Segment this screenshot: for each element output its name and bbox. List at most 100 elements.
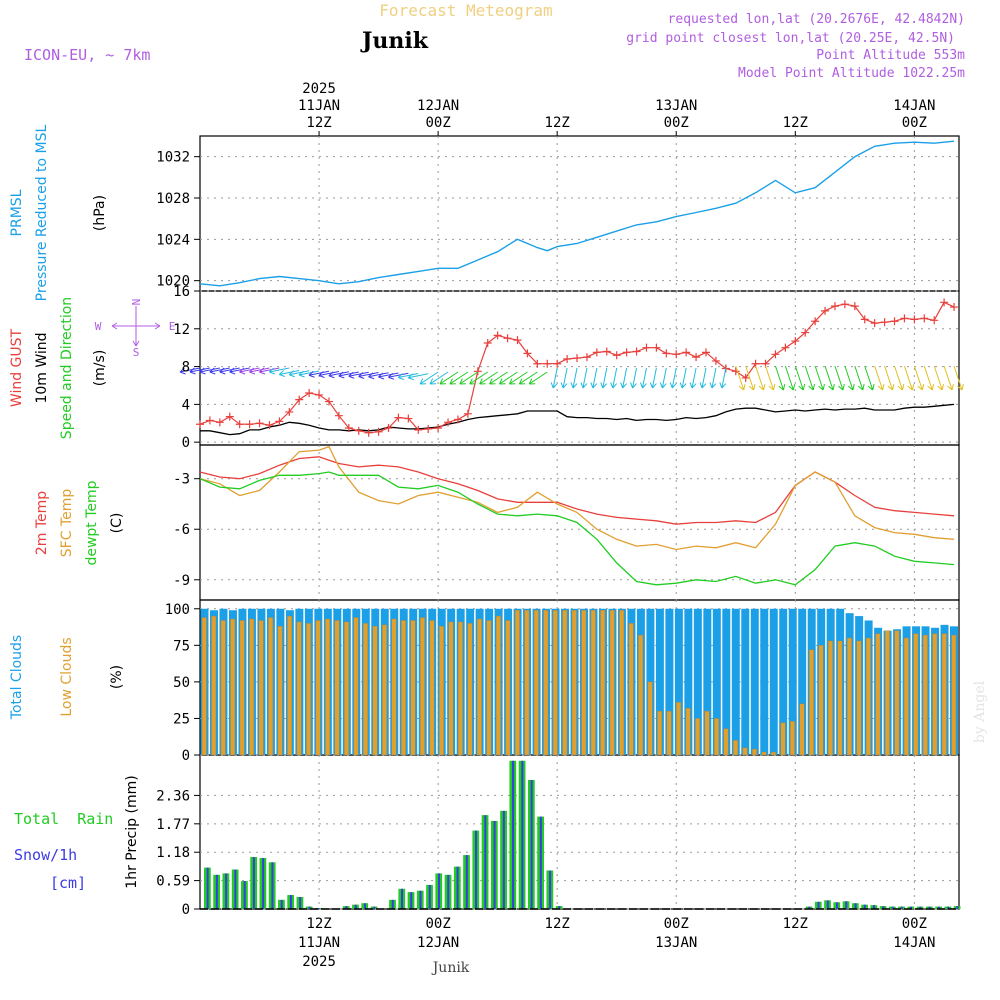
wind-direction-arrow [469,371,489,385]
low-cloud-bar [846,637,852,756]
snow-bar [280,899,283,909]
wind-direction-arrow [499,371,518,385]
low-cloud-bar [543,610,549,756]
temp-dewpt-line [199,471,955,586]
total-cloud-bar [665,608,674,755]
model-altitude: Model Point Altitude 1022.25m [738,66,965,81]
snow-bar [271,862,274,909]
snow-bar [891,906,894,909]
low-cloud-bar [590,610,596,756]
y-tick-label: 75 [173,638,190,654]
gust-marker [315,390,324,399]
wind-direction-arrow [814,365,825,391]
low-cloud-bar [505,620,511,756]
wind-gust-line [199,301,955,434]
compass-arrows [111,306,161,347]
wind-direction-arrow [735,365,746,391]
low-cloud-bar [306,623,312,756]
wind-direction-arrow [630,367,638,389]
low-cloud-bar [647,681,653,756]
precip-bars [200,760,961,910]
low-cloud-bar [790,721,795,756]
wind-direction-arrow [894,365,905,391]
low-cloud-bar [752,748,757,756]
low-cloud-bar [903,637,909,756]
y-tick-label: 1028 [156,191,190,207]
low-cloud-bar [230,618,236,756]
panel-label: SFC Temp [59,489,75,558]
snow-bar [947,906,950,909]
gust-marker [632,347,641,356]
panel-frames [199,135,960,910]
gust-marker [652,343,661,352]
low-cloud-bar [296,621,302,756]
wind-direction-arrow [590,367,598,389]
wind-direction-arrow [328,371,349,379]
snow-bar [225,873,228,909]
panel-label: Pressure Reduced to MSL [34,124,50,301]
wind-direction-arrow [874,365,885,391]
panel-label: Wind GUST [9,328,25,407]
gust-marker [384,423,393,432]
bottom-axis-label: 00Z [664,916,689,932]
low-cloud-bar [495,615,501,756]
low-cloud-bar [809,649,814,756]
snow-bar [521,760,524,909]
wind-direction-arrow [903,365,915,391]
y-tick-label: 4 [182,397,190,413]
gust-marker [533,359,542,368]
gust-marker [940,298,949,307]
wind-direction-arrow [699,367,707,389]
gust-marker [225,412,234,421]
y-tick-label: -6 [173,522,190,538]
wind-direction-arrow [189,367,211,375]
wind-direction-arrow [659,367,667,389]
panel-label: (hPa) [92,195,108,231]
low-cloud-bar [476,618,482,756]
gust-marker [414,425,423,434]
snow-bar [401,888,404,909]
low-cloud-bar [401,620,406,756]
low-cloud-bar [676,702,682,756]
gust-marker [582,353,591,362]
snow-bar [428,884,431,909]
snow-bar [539,816,542,909]
total-cloud-bar [703,608,712,755]
low-cloud-bar [382,624,387,756]
top-axis-label: 00Z [664,115,689,131]
snow-bar [391,899,394,909]
snow-bar [900,906,903,909]
wind-direction-arrow [884,365,895,391]
wind-direction-arrow [649,367,657,389]
wind-direction-arrow [479,371,498,385]
snow-bar [928,906,931,909]
bottom-axis-label: 12Z [306,916,331,932]
wind-direction-arrow [219,367,240,375]
low-cloud-bar [486,620,492,756]
snow-bar [363,903,366,909]
low-cloud-bar [780,722,786,756]
gust-marker [275,417,284,426]
wind-direction-arrow [719,367,727,389]
grid-point-coords: grid point closest lon,lat (20.25E, 42.5… [626,31,955,46]
low-cloud-bar [837,640,843,756]
total-cloud-bar [693,608,702,755]
wind-direction-arrow [259,367,280,375]
gust-marker [840,300,849,309]
model-name: ICON-EU, ~ 7km [24,46,150,64]
total-cloud-bar [750,608,759,755]
temp-sfc-line [199,445,955,551]
panel-label: (%) [109,665,125,689]
wind-direction-arrow [679,367,687,389]
gust-marker [830,302,839,311]
low-cloud-bar [353,617,359,756]
y-tick-label: 1024 [156,232,190,248]
gust-marker [473,367,482,376]
low-cloud-bar [533,610,539,756]
gust-marker [870,319,879,328]
gust-marker [255,419,264,428]
low-cloud-bar [524,610,530,756]
wind-direction-arrow [229,367,250,375]
bottom-axis-label: 14JAN [893,935,935,951]
y-tick-label: 1020 [156,274,190,290]
